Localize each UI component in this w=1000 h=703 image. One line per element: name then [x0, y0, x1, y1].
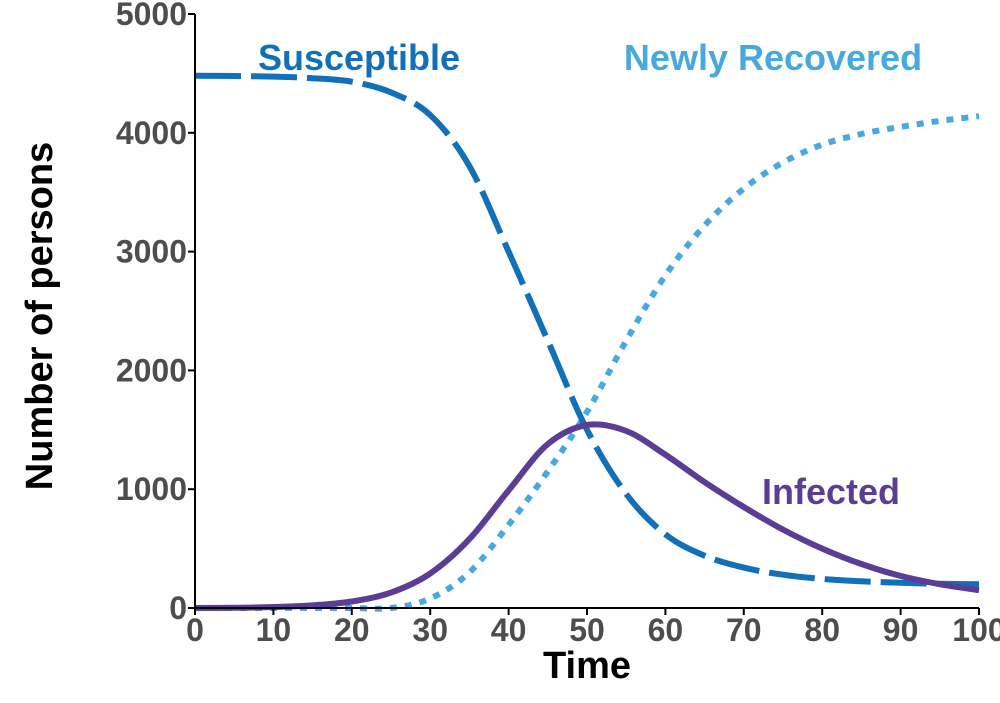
- series-label-newly-recovered: Newly Recovered: [624, 37, 922, 78]
- x-tick-label: 70: [726, 612, 762, 648]
- x-tick-label: 50: [569, 612, 605, 648]
- series-line-infected: [194, 421, 980, 611]
- x-tick-label: 30: [412, 612, 448, 648]
- x-tick-label: 90: [883, 612, 919, 648]
- axes: [194, 14, 979, 609]
- y-tick-label: 1000: [116, 471, 187, 507]
- series-line-newly-recovered: [194, 113, 980, 612]
- series-label-infected: Infected: [762, 471, 900, 512]
- y-tick-label: 0: [169, 590, 187, 626]
- series-line-susceptible: [194, 72, 980, 588]
- plot-lines: [194, 72, 980, 612]
- x-tick-label: 0: [186, 612, 204, 648]
- y-tick-label: 5000: [116, 0, 187, 32]
- y-tick-label: 2000: [116, 352, 187, 388]
- y-axis-title: Number of persons: [19, 142, 61, 490]
- y-tick-label: 3000: [116, 234, 187, 270]
- x-tick-label: 100: [952, 612, 1000, 648]
- x-tick-label: 60: [648, 612, 684, 648]
- x-tick-label: 40: [491, 612, 527, 648]
- x-tick-label: 20: [334, 612, 370, 648]
- y-tick-label: 4000: [116, 115, 187, 151]
- x-tick-label: 10: [256, 612, 292, 648]
- series-label-susceptible: Susceptible: [258, 37, 460, 78]
- x-tick-label: 80: [804, 612, 840, 648]
- ticks: 0 10 20 30 40 50 60 70 80 90 100010002000300040005…: [116, 0, 1000, 648]
- x-axis-title: Time: [543, 645, 631, 687]
